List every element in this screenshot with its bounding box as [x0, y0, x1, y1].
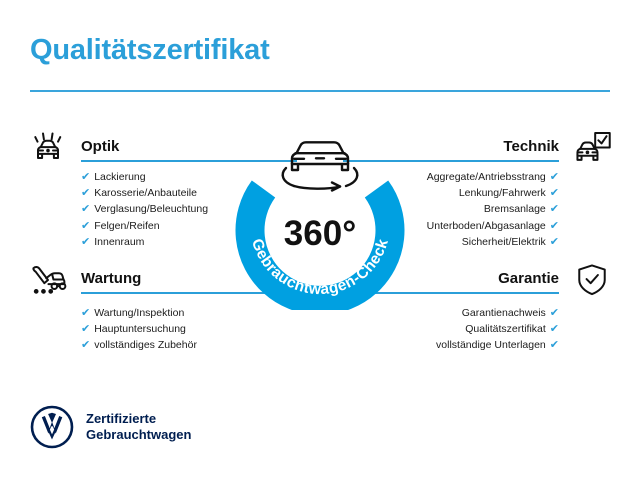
list-item: Sicherheit/Elektrik ✔ — [365, 234, 559, 250]
list-item: ✔ Wartung/Inspektion — [81, 305, 275, 321]
section-divider — [81, 292, 297, 294]
360-badge: 360° Gebrauchtwagen-Check — [228, 120, 412, 310]
list-item-label: Sicherheit/Elektrik — [461, 235, 546, 248]
list-item: ✔ Felgen/Reifen — [81, 218, 275, 234]
badge-ring — [235, 180, 405, 310]
footer-line-2: Gebrauchtwagen — [86, 427, 192, 442]
list-item: ✔ Verglasung/Beleuchtung — [81, 201, 275, 217]
section-title: Wartung — [81, 270, 142, 287]
list-item-label: vollständiges Zubehör — [94, 339, 197, 352]
list-item: vollständige Unterlagen ✔ — [365, 337, 559, 353]
check-icon: ✔ — [81, 187, 91, 200]
section-header: Technik — [343, 130, 615, 164]
footer-line-1: Zertifizierte — [86, 411, 157, 426]
check-icon: ✔ — [549, 171, 559, 183]
check-icon: ✔ — [81, 323, 91, 336]
list-item: Garantienachweis ✔ — [365, 305, 559, 321]
list-item: Unterboden/Abgasanlage ✔ — [365, 218, 559, 234]
check-icon: ✔ — [81, 235, 91, 248]
section-garantie: Garantie Garantienachweis ✔ Qualitätszert… — [343, 262, 615, 354]
list-item: ✔ Hauptuntersuchung — [81, 321, 275, 337]
list-item-label: Lackierung — [94, 171, 146, 183]
list-item: Bremsanlage ✔ — [365, 201, 559, 217]
list-item-label: Bremsanlage — [483, 203, 546, 216]
list-item-label: Wartung/Inspektion — [94, 307, 185, 319]
check-icon: ✔ — [549, 187, 559, 200]
car-rotate-icon — [281, 141, 359, 192]
list-item-label: Felgen/Reifen — [94, 219, 160, 232]
check-icon: ✔ — [81, 307, 91, 319]
shield-check-icon — [569, 260, 615, 300]
section-header: Optik — [25, 130, 297, 164]
check-icon: ✔ — [549, 235, 559, 248]
badge-center-label: 360° — [284, 214, 356, 253]
check-icon: ✔ — [81, 203, 91, 216]
section-title: Optik — [81, 138, 120, 155]
section-optik: Optik ✔ Lackierung ✔ Karosserie/Anbauteile… — [25, 130, 297, 250]
list-item-label: vollständige Unterlagen — [436, 339, 546, 352]
section-title: Technik — [503, 138, 559, 155]
list-item: ✔ vollständiges Zubehör — [81, 337, 275, 353]
section-divider — [343, 160, 559, 162]
list-item-label: Verglasung/Beleuchtung — [94, 203, 209, 216]
list-item: ✔ Lackierung — [81, 169, 275, 185]
list-item-label: Karosserie/Anbauteile — [94, 187, 197, 200]
list-item-label: Hauptuntersuchung — [94, 323, 186, 336]
footer-brand: Zertifizierte Gebrauchtwagen — [30, 405, 191, 449]
car-shine-icon — [25, 128, 71, 168]
list-item: Qualitätszertifikat ✔ — [365, 321, 559, 337]
check-list-technik: Aggregate/Antriebsstrang ✔ Lenkung/Fahrwe… — [365, 169, 559, 250]
vw-logo — [30, 405, 74, 449]
section-divider — [81, 160, 297, 162]
check-list-optik: ✔ Lackierung ✔ Karosserie/Anbauteile ✔ Verg… — [81, 169, 275, 250]
list-item-label: Innenraum — [94, 235, 145, 248]
wrench-car-icon — [25, 260, 71, 300]
footer-label: Zertifizierte Gebrauchtwagen — [86, 411, 191, 443]
title-divider — [30, 90, 610, 92]
section-wartung: Wartung ✔ Wartung/Inspektion ✔ Hauptunters… — [25, 262, 297, 354]
check-icon: ✔ — [549, 203, 559, 216]
check-icon: ✔ — [549, 339, 559, 352]
check-icon: ✔ — [549, 219, 559, 232]
check-list-wartung: ✔ Wartung/Inspektion ✔ Hauptuntersuchung ✔… — [81, 305, 275, 354]
check-icon: ✔ — [81, 171, 91, 183]
list-item-label: Garantienachweis — [461, 307, 546, 319]
page-title: Qualitätszertifikat — [30, 34, 270, 66]
check-icon: ✔ — [549, 323, 559, 336]
list-item: Lenkung/Fahrwerk ✔ — [365, 185, 559, 201]
check-icon: ✔ — [81, 339, 91, 352]
list-item: ✔ Innenraum — [81, 234, 275, 250]
list-item-label: Qualitätszertifikat — [465, 323, 546, 336]
section-divider — [343, 292, 559, 294]
section-header: Wartung — [25, 262, 297, 296]
list-item-label: Lenkung/Fahrwerk — [458, 187, 546, 200]
list-item-label: Unterboden/Abgasanlage — [426, 219, 546, 232]
check-list-garantie: Garantienachweis ✔ Qualitätszertifikat ✔ v… — [365, 305, 559, 354]
section-technik: Technik Aggregate/Antriebsstrang ✔ Lenkun… — [343, 130, 615, 250]
list-item: Aggregate/Antriebsstrang ✔ — [365, 169, 559, 185]
check-icon: ✔ — [81, 219, 91, 232]
car-checkbox-icon — [569, 128, 615, 168]
check-icon: ✔ — [549, 307, 559, 319]
section-title: Garantie — [498, 270, 559, 287]
section-header: Garantie — [343, 262, 615, 296]
list-item: ✔ Karosserie/Anbauteile — [81, 185, 275, 201]
list-item-label: Aggregate/Antriebsstrang — [426, 171, 546, 183]
